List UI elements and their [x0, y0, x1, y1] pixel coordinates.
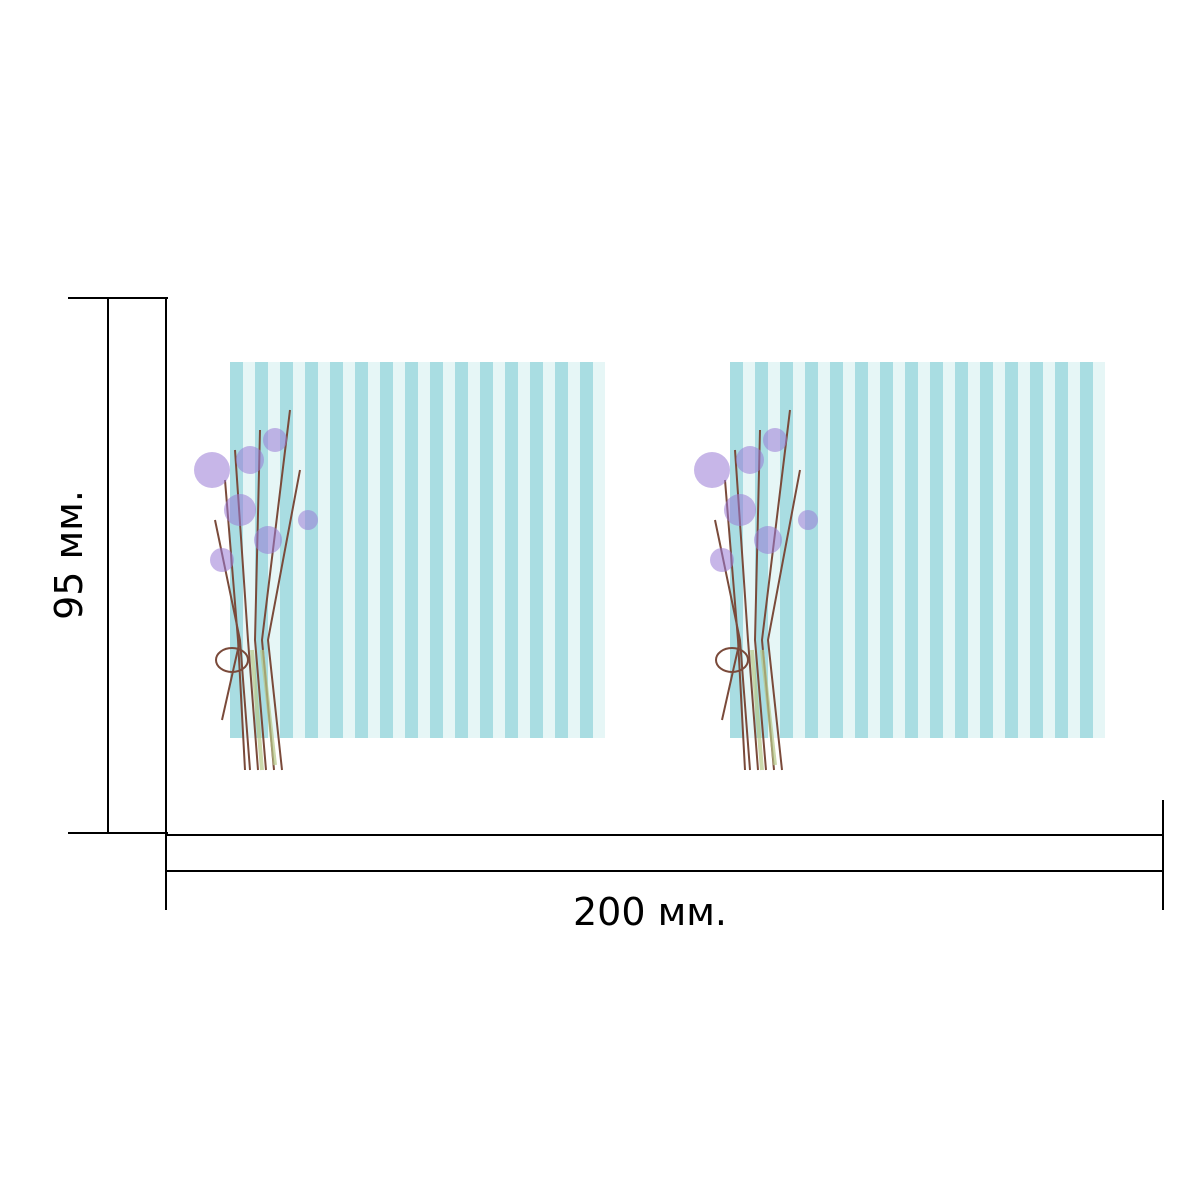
panel-left: [192, 362, 605, 772]
width-label: 200 мм.: [573, 890, 727, 934]
height-dimension: 95 мм.: [47, 297, 168, 834]
striped-panel: [230, 362, 605, 738]
striped-panel: [730, 362, 1105, 738]
height-label: 95 мм.: [47, 490, 91, 620]
width-dimension: 200 мм.: [165, 800, 1164, 934]
panel-right: [692, 362, 1105, 772]
